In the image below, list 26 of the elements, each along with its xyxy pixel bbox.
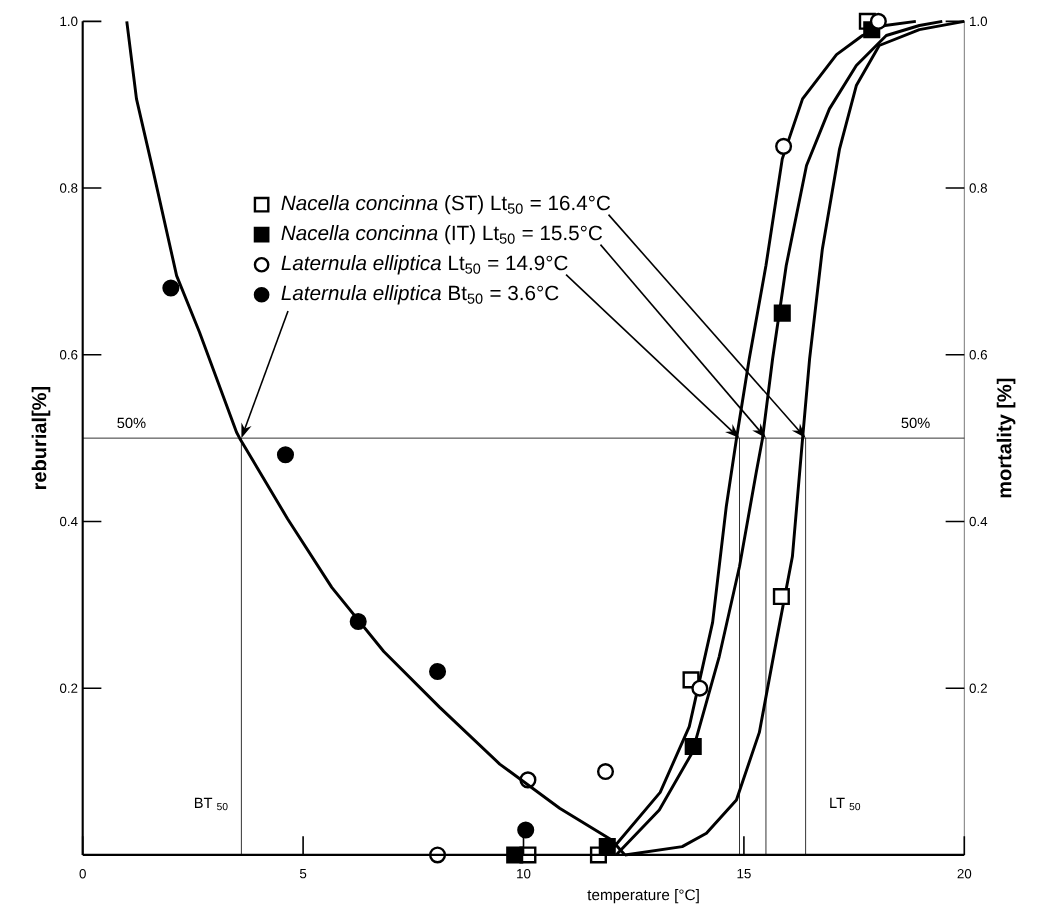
y2-tick-label: 1.0 — [970, 16, 988, 27]
y-tick-label: 0.8 — [59, 183, 78, 193]
x-tick-label: 15 — [737, 868, 751, 879]
y2-tick-label: 0.8 — [969, 183, 987, 193]
ref-line-label: LT $_{50}$ — [830, 797, 861, 811]
legend-label: Laternula elliptica Bt$_{50}$ = 3.6°C — [281, 285, 559, 305]
y-axis-title: reburial[%] — [31, 387, 51, 490]
y-tick-label: 1.0 — [60, 16, 78, 27]
legend-label: Nacella concinna (IT) Lt$_{50}$ = 15.5°C — [281, 225, 603, 245]
ref-line-label: 50% — [117, 417, 146, 429]
y2-tick-label: 0.2 — [969, 683, 987, 693]
y-tick-label: 0.2 — [59, 683, 78, 693]
y2-tick-label: 0.4 — [969, 516, 988, 527]
text: 50% — [901, 417, 930, 429]
y2-axis-title: mortality [%] — [996, 378, 1016, 498]
ref-line-label: BT $_{50}$ — [194, 797, 228, 811]
x-tick-label: 10 — [517, 869, 531, 879]
legend-label: Nacella concinna (ST) Lt$_{50}$ = 16.4°C — [281, 195, 611, 215]
y-tick-label: 0.6 — [59, 350, 78, 360]
y2-tick-label: 0.6 — [969, 350, 987, 360]
x-tick-label: 20 — [957, 869, 972, 879]
y-tick-label: 0.4 — [59, 516, 78, 527]
x-tick-label: 5 — [299, 868, 307, 879]
x-tick-label: 0 — [79, 869, 86, 879]
legend-label: Laternula elliptica Lt$_{50}$ = 14.9°C — [281, 255, 568, 275]
x-axis-title: temperature [°C] — [587, 889, 699, 904]
